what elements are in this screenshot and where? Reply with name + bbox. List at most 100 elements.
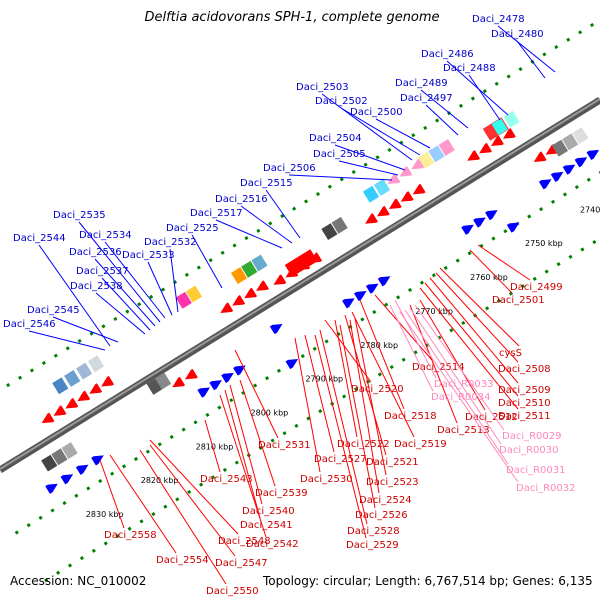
reverse-gene-label: Daci_2509 — [498, 385, 551, 396]
leader-line — [324, 319, 372, 383]
reverse-gene-label: Daci_2548 — [218, 536, 271, 547]
gene-domain-block — [51, 448, 68, 466]
tick-ring-inner — [0, 19, 600, 392]
reverse-gene-label: Daci_2521 — [366, 457, 419, 468]
forward-gene-arrow — [91, 455, 104, 466]
gene-domain-block — [230, 267, 248, 285]
leader-line — [419, 299, 486, 411]
forward-gene-arrow — [285, 359, 299, 370]
reverse-gene-arrow — [545, 144, 559, 155]
forward-gene-label: Daci_2497 — [400, 93, 453, 104]
reverse-gene-arrow — [467, 150, 481, 161]
reverse-gene-arrow — [101, 375, 115, 387]
forward-gene-label: Daci_2534 — [79, 230, 132, 241]
gene-domain-block — [251, 254, 268, 272]
gene-domain-block — [362, 185, 380, 203]
gene-domain-block — [241, 260, 258, 278]
reverse-gene-label: Daci_2510 — [498, 398, 551, 409]
leader-line — [469, 249, 513, 294]
forward-gene-label: Daci_2505 — [313, 149, 366, 160]
leader-line — [349, 319, 380, 494]
gene-domain-block — [438, 139, 455, 156]
rna-gene-arrow — [387, 173, 401, 185]
reverse-gene-arrow — [53, 405, 67, 416]
reverse-gene-label: Daci_2543 — [200, 474, 253, 485]
leader-line — [219, 394, 267, 538]
rna-gene-label: Daci_R0034 — [431, 392, 491, 403]
reverse-gene-arrow — [479, 142, 492, 154]
leader-line — [414, 304, 505, 431]
forward-gene-label: Daci_2515 — [240, 178, 293, 189]
tick-ring-outer — [14, 171, 600, 535]
tick-ring-far — [44, 236, 600, 583]
leader-line — [477, 244, 531, 281]
reverse-gene-arrow — [256, 280, 269, 291]
gene-domain-block — [331, 216, 348, 234]
leader-line — [314, 334, 367, 539]
tick-label: 2830 kbp — [86, 510, 124, 519]
reverse-gene-arrow — [77, 390, 91, 402]
tick-label: 2800 kbp — [251, 408, 289, 417]
leader-line — [139, 449, 227, 585]
rna-gene-arrow — [411, 158, 425, 170]
reverse-gene-label: Daci_2512 — [465, 412, 518, 423]
forward-gene-label: Daci_2525 — [166, 223, 219, 234]
leader-line — [424, 282, 519, 397]
gene-domain-block — [321, 223, 338, 241]
forward-gene-label: Daci_2504 — [309, 133, 362, 144]
forward-gene-label: Daci_2506 — [263, 163, 316, 174]
rna-gene-label: Daci_R0033 — [434, 379, 494, 390]
tick-label: 2780 kbp — [360, 341, 398, 350]
forward-gene-arrow — [353, 290, 367, 302]
forward-gene-label: Daci_2536 — [69, 247, 122, 258]
reverse-gene-label: Daci_2531 — [258, 440, 311, 451]
leader-line — [28, 330, 106, 351]
leader-line — [409, 304, 458, 424]
gene-domain-block — [491, 118, 508, 136]
forward-gene-label: Daci_2500 — [350, 107, 403, 118]
leader-line — [344, 314, 387, 456]
leader-line — [215, 219, 283, 249]
forward-gene-arrow — [209, 380, 222, 391]
leader-line — [149, 444, 236, 557]
forward-gene-label: Daci_2502 — [315, 96, 368, 107]
forward-gene-arrow — [60, 474, 74, 485]
forward-gene-arrow — [485, 210, 498, 221]
forward-gene-label: Daci_2516 — [215, 194, 268, 205]
leader-line — [288, 174, 393, 181]
page-title: Delftia acidovorans SPH-1, complete geno… — [144, 10, 440, 25]
leader-line — [319, 329, 368, 525]
reverse-gene-arrow — [388, 198, 402, 210]
forward-gene-label: Daci_2480 — [491, 29, 544, 40]
reverse-gene-label: Daci_2518 — [384, 411, 437, 422]
forward-gene-label: Daci_2486 — [421, 49, 474, 60]
leader-line — [420, 89, 469, 129]
reverse-gene-label: Daci_2499 — [510, 282, 563, 293]
leader-line — [304, 334, 335, 453]
reverse-gene-arrow — [232, 295, 246, 306]
reverse-gene-label: Daci_2550 — [206, 586, 259, 597]
reverse-gene-label: Daci_2539 — [255, 488, 308, 499]
reverse-gene-arrow — [491, 135, 504, 147]
reverse-gene-arrow — [244, 287, 258, 299]
tick-label: 2770 kbp — [415, 307, 453, 316]
reverse-gene-arrow — [172, 376, 186, 388]
tick-label: 2790 kbp — [305, 375, 343, 384]
gene-domain-block — [551, 139, 569, 157]
leader-line — [389, 304, 434, 392]
gene-domain-block — [76, 362, 93, 380]
rna-gene-label: Daci_R0032 — [516, 483, 576, 494]
reverse-gene-block — [284, 249, 318, 277]
genome-backbone-highlight — [0, 98, 600, 470]
leader-line — [394, 299, 437, 379]
rna-gene-label: Daci_R0031 — [506, 465, 566, 476]
leader-line — [334, 144, 406, 171]
tick-label: 2750 kbp — [525, 239, 563, 248]
leader-line — [340, 107, 421, 156]
leader-line — [229, 384, 263, 505]
forward-gene-arrow — [365, 283, 379, 294]
leader-line — [104, 241, 166, 319]
reverse-gene-label: Daci_2540 — [242, 506, 295, 517]
gene-domain-block — [41, 454, 58, 472]
